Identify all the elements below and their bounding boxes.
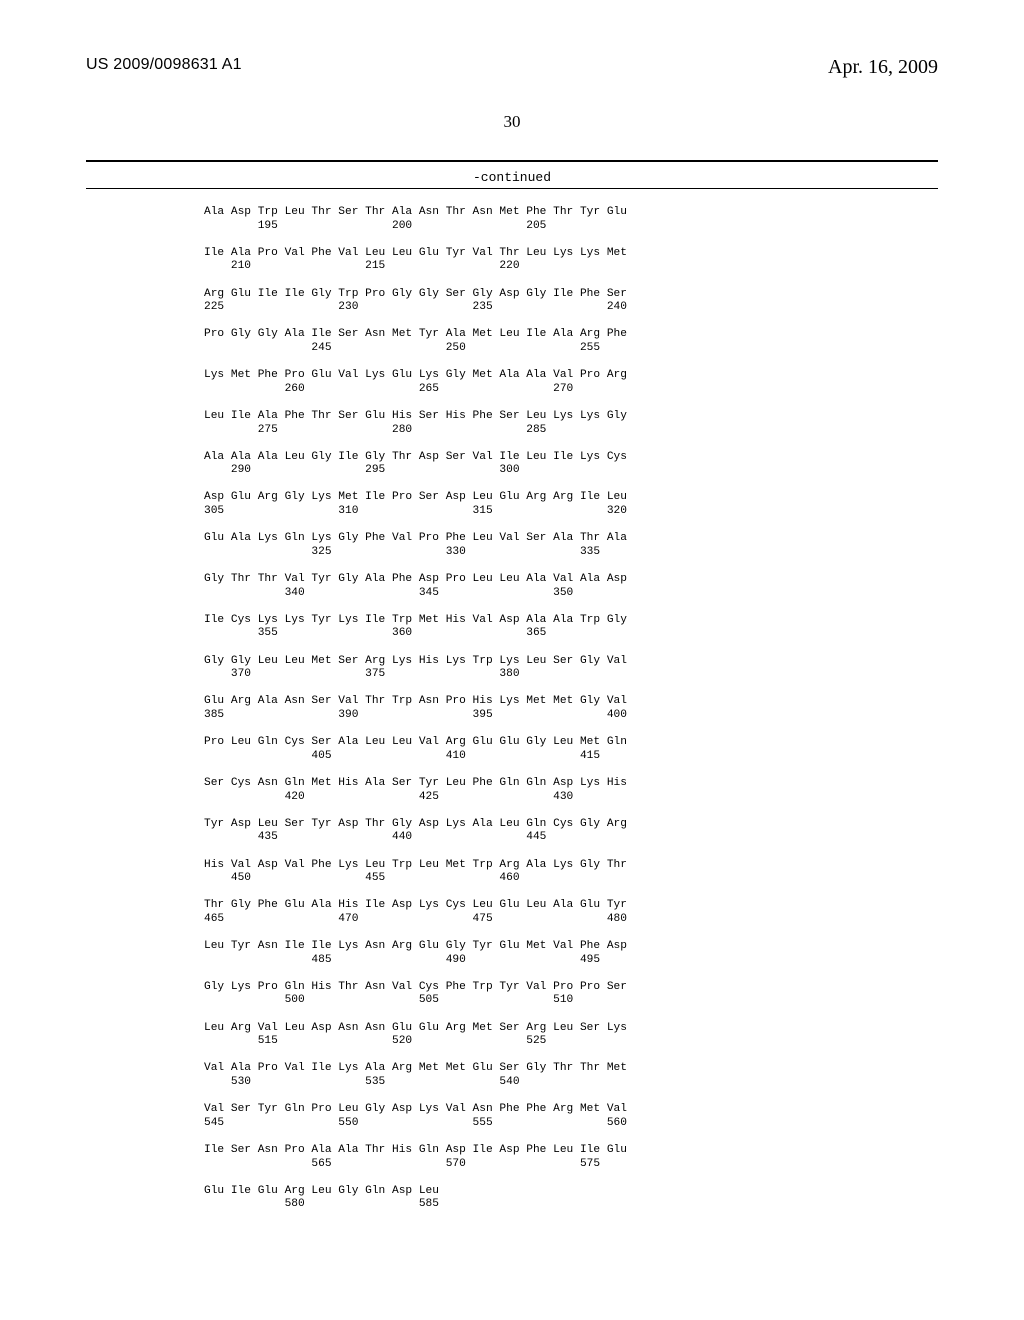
rule-bottom	[86, 188, 938, 189]
sequence-listing: Ala Asp Trp Leu Thr Ser Thr Ala Asn Thr …	[204, 206, 627, 1212]
page-number: 30	[0, 112, 1024, 132]
page: US 2009/0098631 A1 Apr. 16, 2009 30 -con…	[0, 0, 1024, 1320]
rule-top	[86, 160, 938, 162]
publication-date: Apr. 16, 2009	[828, 56, 938, 79]
continued-label: -continued	[0, 170, 1024, 185]
publication-number: US 2009/0098631 A1	[86, 56, 242, 74]
